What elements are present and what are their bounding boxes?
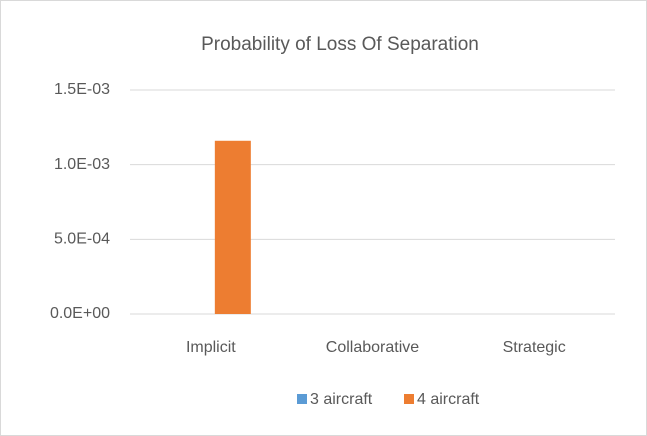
x-tick-label: Collaborative: [326, 339, 419, 356]
y-tick-label: 0.0E+00: [50, 305, 110, 322]
bar: [214, 140, 251, 314]
x-tick-label: Implicit: [186, 339, 236, 356]
y-tick-label: 5.0E-04: [54, 231, 110, 248]
legend-label: 3 aircraft: [310, 391, 373, 408]
y-tick-label: 1.5E-03: [54, 81, 110, 98]
legend-swatch: [297, 394, 307, 404]
x-tick-label: Strategic: [503, 339, 566, 356]
y-tick-label: 1.0E-03: [54, 156, 110, 173]
legend-label: 4 aircraft: [417, 391, 480, 408]
chart-title: Probability of Loss Of Separation: [201, 34, 479, 55]
legend-swatch: [404, 394, 414, 404]
